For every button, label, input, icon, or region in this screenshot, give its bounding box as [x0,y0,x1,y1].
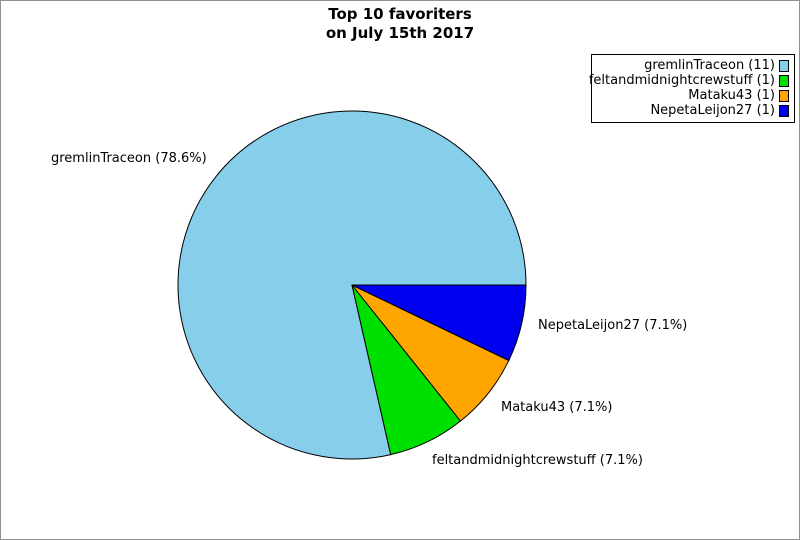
legend-item: Mataku43 (1) [595,88,789,103]
legend-item-label: gremlinTraceon (11) [644,58,775,73]
slice-label-mataku43: Mataku43 (7.1%) [501,400,613,415]
legend-item-label: NepetaLeijon27 (1) [650,103,775,118]
chart-title: Top 10 favoriters on July 15th 2017 [1,5,799,43]
legend-color-swatch [779,89,789,102]
slice-label-gremlintraceon: gremlinTraceon (78.6%) [51,151,207,166]
legend-item: feltandmidnightcrewstuff (1) [589,73,789,88]
legend-item: gremlinTraceon (11) [595,58,789,73]
slice-label-feltandmidnightcrewstuff: feltandmidnightcrewstuff (7.1%) [432,453,643,468]
legend-color-swatch [779,104,789,117]
legend-item: NepetaLeijon27 (1) [595,103,789,118]
chart-title-line1: Top 10 favoriters [328,5,472,23]
legend-item-label: Mataku43 (1) [688,88,775,103]
legend: gremlinTraceon (11) feltandmidnightcrewst… [589,54,795,123]
pie-slice-nepetaleijon27 [351,284,527,362]
slice-label-nepetaleijon27: NepetaLeijon27 (7.1%) [538,318,688,333]
chart-title-line2: on July 15th 2017 [325,24,475,42]
legend-color-swatch [779,59,789,72]
legend-color-swatch [779,74,789,87]
legend-item-label: feltandmidnightcrewstuff (1) [588,73,775,88]
